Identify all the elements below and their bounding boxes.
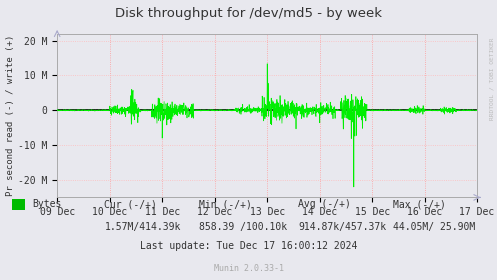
Text: 914.87k/457.37k: 914.87k/457.37k: [298, 222, 386, 232]
Text: Munin 2.0.33-1: Munin 2.0.33-1: [214, 264, 283, 273]
Text: 1.57M/414.39k: 1.57M/414.39k: [104, 222, 181, 232]
Text: Avg (-/+): Avg (-/+): [298, 199, 351, 209]
Text: Last update: Tue Dec 17 16:00:12 2024: Last update: Tue Dec 17 16:00:12 2024: [140, 241, 357, 251]
Text: Cur (-/+): Cur (-/+): [104, 199, 157, 209]
Text: Max (-/+): Max (-/+): [393, 199, 445, 209]
Text: 44.05M/ 25.90M: 44.05M/ 25.90M: [393, 222, 475, 232]
Y-axis label: Pr second read (-) / write (+): Pr second read (-) / write (+): [6, 35, 15, 196]
Text: Bytes: Bytes: [32, 199, 62, 209]
Text: Min (-/+): Min (-/+): [199, 199, 251, 209]
Text: RRDTOOL / TOBI OETIKER: RRDTOOL / TOBI OETIKER: [490, 37, 495, 120]
Text: Disk throughput for /dev/md5 - by week: Disk throughput for /dev/md5 - by week: [115, 7, 382, 20]
Text: 858.39 /100.10k: 858.39 /100.10k: [199, 222, 287, 232]
